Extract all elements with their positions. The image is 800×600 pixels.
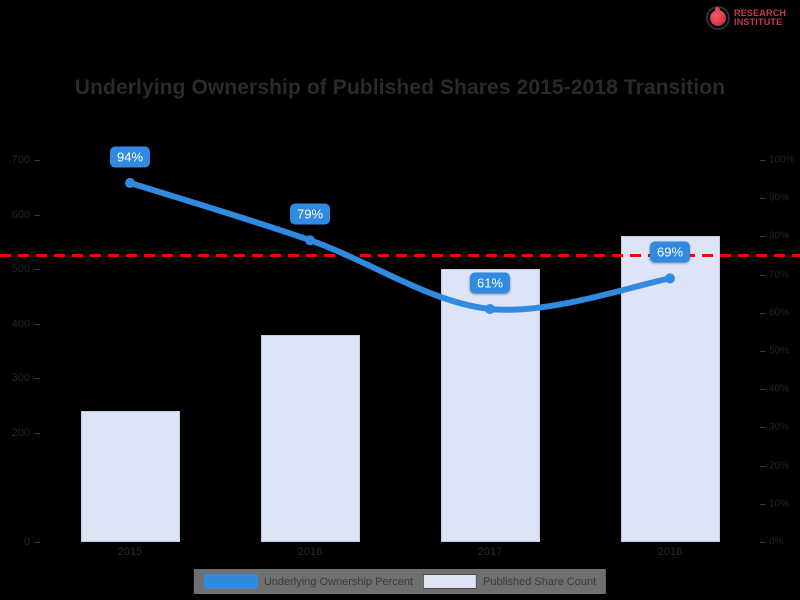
right-axis-tick xyxy=(760,503,766,505)
trend-line xyxy=(127,179,673,313)
logo-emblem-icon xyxy=(706,6,730,30)
data-label: 94% xyxy=(109,146,151,168)
right-axis-tick-label: 90% xyxy=(769,192,790,204)
right-axis-tick-label: 0% xyxy=(769,536,784,548)
bar[interactable] xyxy=(260,334,360,542)
right-axis-tick-label: 50% xyxy=(769,345,790,357)
left-axis-tick-label: 200 xyxy=(11,426,30,439)
line-data-point[interactable] xyxy=(485,303,495,314)
x-axis-category-label: 2018 xyxy=(657,546,683,558)
legend-label-bar: Published Share Count xyxy=(483,575,597,588)
legend-label-line: Underlying Ownership Percent xyxy=(263,575,414,588)
left-axis-tick xyxy=(34,214,40,216)
right-axis-tick xyxy=(760,274,766,276)
left-axis-tick-label: 700 xyxy=(11,154,30,166)
left-axis-tick-label: 500 xyxy=(11,263,30,276)
line-data-point[interactable] xyxy=(665,273,675,284)
x-axis-category-label: 2015 xyxy=(117,546,143,558)
x-axis-category-label: 2016 xyxy=(297,546,323,558)
right-axis-tick xyxy=(760,465,766,467)
left-axis-tick xyxy=(34,160,40,161)
line-series-overlay xyxy=(0,177,800,314)
left-axis-tick-label: 600 xyxy=(11,208,30,221)
x-axis-category-label: 2017 xyxy=(477,546,503,558)
right-axis-tick xyxy=(760,389,766,391)
left-axis-tick-label: 0 xyxy=(23,536,30,548)
right-axis-tick-label: 30% xyxy=(769,421,790,433)
right-axis-tick-label: 60% xyxy=(769,307,790,319)
bar[interactable] xyxy=(440,269,540,542)
chart-title: Underlying Ownership of Published Shares… xyxy=(74,76,726,99)
data-label: 79% xyxy=(289,203,331,225)
right-axis-tick xyxy=(760,427,766,429)
right-axis-tick xyxy=(760,160,766,161)
line-data-point[interactable] xyxy=(125,177,135,188)
right-axis-tick xyxy=(760,312,766,314)
right-axis-tick-label: 100% xyxy=(769,154,795,166)
legend-item-line[interactable]: Underlying Ownership Percent xyxy=(203,574,414,589)
right-axis-tick xyxy=(760,236,766,238)
right-axis-tick-label: 10% xyxy=(769,498,790,510)
left-axis-tick xyxy=(34,432,40,434)
chart-legend: Underlying Ownership Percent Published S… xyxy=(193,569,607,594)
left-axis-tick-label: 300 xyxy=(11,372,30,385)
right-axis-tick-label: 40% xyxy=(769,383,790,395)
logo-wordmark: RESEARCH INSTITUTE xyxy=(734,7,787,28)
right-axis-tick xyxy=(760,198,766,200)
logo-line-1: RESEARCH xyxy=(734,7,787,18)
legend-swatch-line-icon xyxy=(203,574,258,589)
right-axis-tick xyxy=(760,542,766,543)
legend-item-bar[interactable]: Published Share Count xyxy=(423,574,596,589)
data-label: 69% xyxy=(649,241,691,263)
data-label: 61% xyxy=(469,272,511,294)
line-data-point[interactable] xyxy=(305,235,315,246)
right-axis-tick-label: 70% xyxy=(769,269,790,281)
left-axis-tick xyxy=(34,323,40,325)
brand-logo: RESEARCH INSTITUTE xyxy=(706,4,796,32)
left-axis-tick xyxy=(34,378,40,380)
right-axis-tick-label: 80% xyxy=(769,230,790,242)
left-axis-tick xyxy=(34,542,40,543)
right-percent-axis: 100% 90% 80% 70% 60% 50% 40% 30% 20% 10% 0% xyxy=(760,155,800,548)
bar[interactable] xyxy=(80,411,180,542)
legend-swatch-bar-icon xyxy=(423,574,478,589)
left-axis-tick xyxy=(34,269,40,271)
plot-area: 700 600 500 400 300 200 0 100% 90% 80% 70% 60% 50% 4… xyxy=(0,146,800,558)
logo-line-2: INSTITUTE xyxy=(734,17,783,27)
right-axis-tick-label: 20% xyxy=(769,460,790,472)
right-axis-tick xyxy=(760,351,766,352)
left-axis-tick-label: 400 xyxy=(11,317,30,330)
